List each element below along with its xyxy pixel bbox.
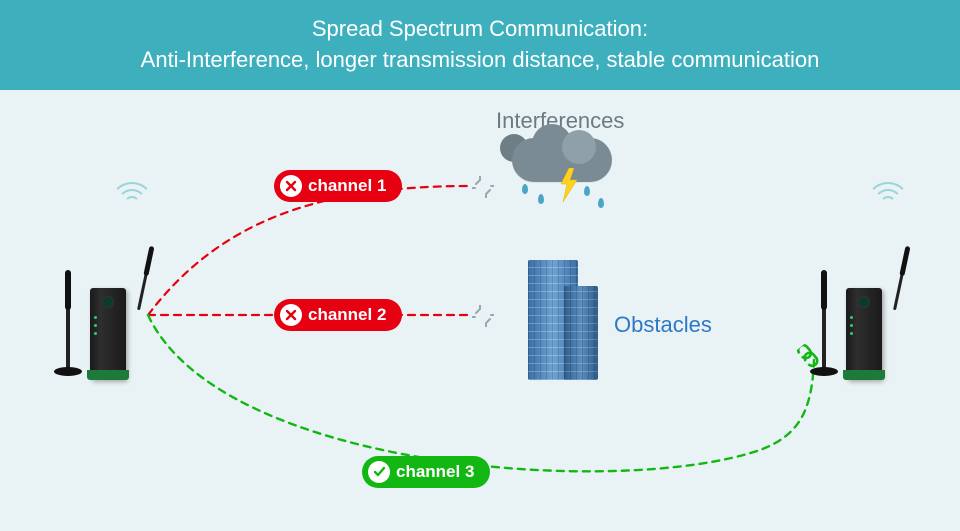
channel-3-badge: channel 3 [362, 456, 490, 488]
channel-1-label: channel 1 [308, 176, 386, 196]
header-title: Spread Spectrum Communication: [20, 14, 940, 45]
channel-3-path [148, 315, 814, 471]
diagram-canvas: Interferences Obstacles channel 1 [0, 90, 960, 531]
transmitter-device [62, 240, 162, 380]
storm-cloud-icon [504, 130, 624, 204]
raindrop-icon [522, 184, 528, 194]
header: Spread Spectrum Communication: Anti-Inte… [0, 0, 960, 90]
broken-link-icon [472, 176, 494, 198]
raindrop-icon [584, 186, 590, 196]
cross-icon [280, 304, 302, 326]
device-body-icon [90, 288, 126, 380]
channel-1-path [148, 186, 470, 315]
stub-antenna-icon [893, 249, 909, 310]
building-obstacle-icon [520, 260, 598, 380]
raindrop-icon [598, 198, 604, 208]
channel-2-badge: channel 2 [274, 299, 402, 331]
broken-link-icon [472, 305, 494, 327]
header-subtitle: Anti-Interference, longer transmission d… [20, 45, 940, 76]
channel-2-label: channel 2 [308, 305, 386, 325]
external-antenna-icon [66, 274, 70, 374]
device-led-icon [94, 316, 97, 319]
channel-3-label: channel 3 [396, 462, 474, 482]
cross-icon [280, 175, 302, 197]
device-led-icon [850, 316, 853, 319]
obstacles-label: Obstacles [614, 312, 712, 338]
stub-antenna-icon [137, 249, 153, 310]
raindrop-icon [538, 194, 544, 204]
check-icon [368, 461, 390, 483]
device-body-icon [846, 288, 882, 380]
channel-1-badge: channel 1 [274, 170, 402, 202]
receiver-device [818, 240, 918, 380]
